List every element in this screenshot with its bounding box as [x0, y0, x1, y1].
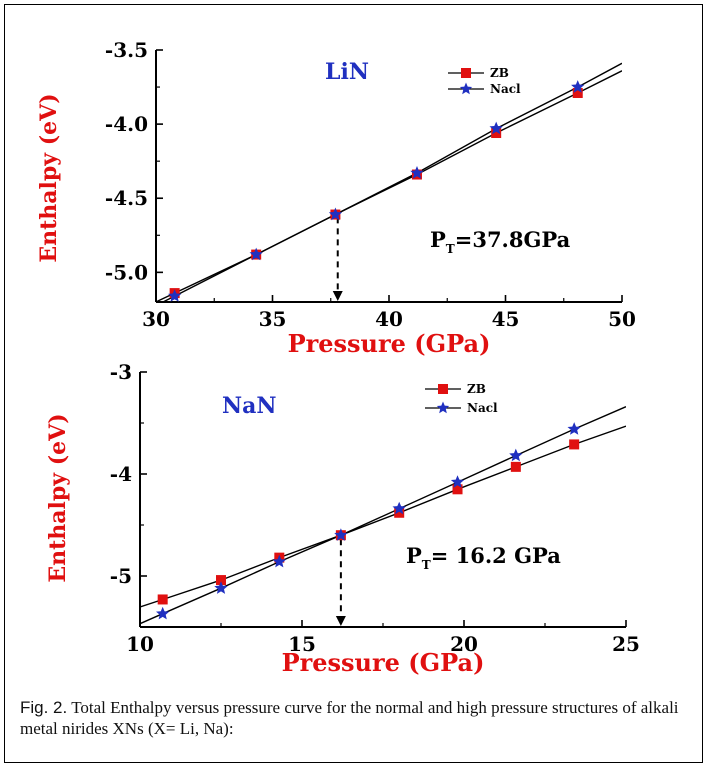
x-tick-label: 35	[259, 307, 287, 331]
caption-text: Total Enthalpy versus pressure curve for…	[20, 698, 679, 738]
x-tick-label: 40	[375, 307, 403, 331]
data-point-nacl	[509, 448, 523, 462]
data-point-nacl	[334, 528, 348, 541]
y-tick-label: -5	[110, 564, 132, 588]
legend-label-zb: ZB	[490, 66, 509, 80]
data-point-zb	[569, 439, 580, 450]
data-point-zb	[510, 461, 521, 472]
data-point-zb	[216, 575, 226, 586]
transition-pressure-label: PT= 16.2 GPa	[406, 543, 561, 572]
series-line-zb	[156, 70, 622, 302]
series-line-nacl	[161, 62, 622, 302]
y-tick-label: -3	[110, 360, 132, 384]
x-tick-label: 20	[450, 632, 478, 656]
series-line-nacl	[140, 406, 626, 625]
x-tick-label: 25	[612, 632, 640, 656]
anno-value: = 16.2 GPa	[431, 543, 562, 568]
data-point-nacl	[328, 207, 343, 221]
legend-marker-zb	[461, 68, 471, 78]
legend-label-nacl: Nacl	[490, 82, 521, 96]
transition-arrowhead	[335, 616, 346, 626]
legend-label-zb: ZB	[467, 382, 486, 396]
anno-main: P	[406, 543, 422, 568]
legend-marker-nacl	[436, 401, 450, 414]
chart-panel-nan: 10 15 20 25 -5 -4 -3 Pressure (GPa) Enthalpy (eV…	[45, 360, 640, 677]
x-tick-label: 30	[142, 307, 170, 331]
y-tick-label: -4.5	[105, 186, 148, 210]
data-point-nacl	[272, 554, 286, 568]
y-axis-title: Enthalpy (eV)	[45, 413, 71, 582]
panel-title: NaN	[222, 393, 276, 419]
panel-title: LiN	[325, 59, 369, 85]
data-point-nacl	[489, 121, 503, 135]
legend-marker-zb	[438, 384, 448, 394]
figure-caption: Fig. 2. Total Enthalpy versus pressure c…	[20, 697, 690, 739]
data-point-nacl	[168, 289, 182, 302]
series-line-zb	[140, 425, 626, 608]
figure-frame	[4, 4, 703, 763]
data-point-nacl	[410, 166, 424, 179]
x-tick-label: 10	[126, 632, 154, 656]
x-tick-label: 15	[288, 632, 316, 656]
data-point-zb	[394, 507, 405, 518]
data-point-zb	[491, 128, 502, 139]
anno-value: =37.8GPa	[455, 227, 571, 252]
data-point-zb	[157, 594, 168, 605]
anno-subscript: T	[422, 558, 431, 572]
caption-figure-label: Fig. 2.	[20, 698, 68, 717]
x-axis-title: Pressure (GPa)	[282, 648, 485, 677]
anno-subscript: T	[446, 242, 455, 256]
data-point-nacl	[156, 606, 170, 620]
y-axis-title: Enthalpy (eV)	[36, 93, 62, 262]
chart-panel-lin: 30 35 40 45 50 -5.0 -4.5 -4.0 -3.5 Pressure (GPa)…	[36, 38, 636, 358]
data-point-nacl	[392, 501, 406, 515]
data-point-nacl	[567, 422, 581, 435]
data-point-zb	[452, 484, 463, 495]
data-point-nacl	[249, 247, 263, 261]
legend-marker-nacl	[459, 82, 473, 95]
transition-pressure-label: PT=37.8GPa	[430, 227, 571, 256]
data-point-zb	[572, 87, 583, 98]
y-tick-label: -4	[110, 462, 132, 486]
data-point-nacl	[450, 475, 465, 488]
anno-main: P	[430, 227, 446, 252]
y-tick-label: -5.0	[105, 260, 148, 284]
data-point-nacl	[571, 80, 585, 93]
x-tick-label: 50	[608, 307, 636, 331]
data-point-nacl	[214, 581, 228, 594]
y-tick-label: -3.5	[105, 38, 148, 62]
x-axis-title: Pressure (GPa)	[288, 329, 491, 358]
legend-label-nacl: Nacl	[467, 401, 498, 415]
transition-arrowhead	[332, 291, 343, 301]
x-tick-label: 45	[492, 307, 520, 331]
y-tick-label: -4.0	[105, 112, 148, 136]
